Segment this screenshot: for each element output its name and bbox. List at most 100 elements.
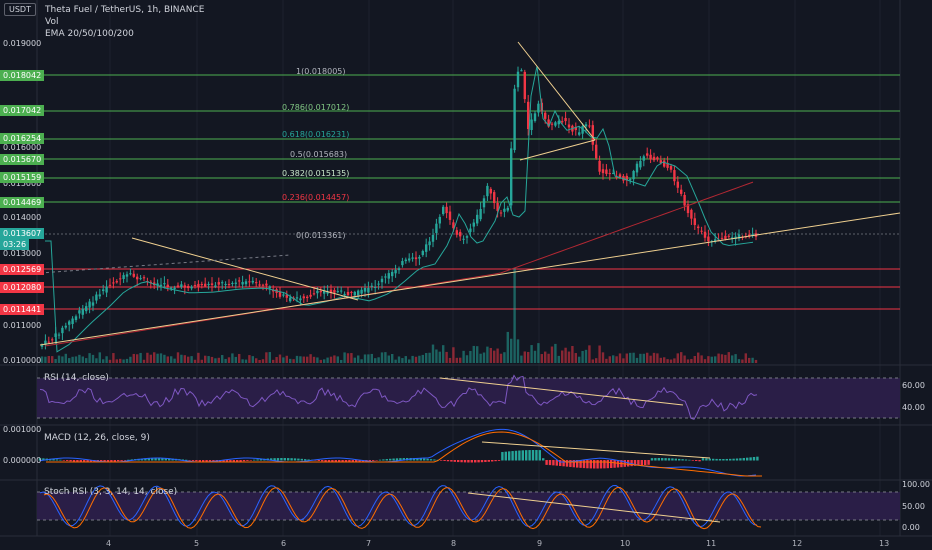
volume-bar (309, 354, 312, 363)
candles (40, 66, 758, 350)
volume-bar (268, 352, 271, 363)
macd-histogram-bar (518, 450, 521, 461)
volume-bar (244, 359, 248, 363)
volume-bar (57, 355, 61, 363)
macd-histogram-bar (681, 459, 684, 461)
macd-histogram-bar (321, 460, 324, 462)
volume-bar (153, 352, 156, 363)
candle-body (404, 259, 407, 262)
candle-body (724, 235, 727, 240)
candle-body (408, 258, 411, 261)
volume-bar (180, 354, 183, 363)
macd-histogram-bar (494, 460, 497, 462)
volume-bar (714, 356, 717, 363)
candle-body (44, 340, 47, 345)
candle-body (136, 276, 139, 280)
candle-body (343, 293, 346, 295)
volume-legend[interactable]: Vol (45, 17, 59, 27)
macd-histogram-bar (259, 459, 263, 461)
macd-histogram-bar (327, 460, 331, 462)
candle-body (391, 271, 394, 277)
candle-body (656, 157, 659, 160)
volume-bar (693, 356, 696, 363)
price-tag: 0.015670 (0, 154, 45, 165)
volume-bar (567, 351, 571, 363)
fib-label: 0.5(0.015683) (290, 150, 348, 159)
candle-body (584, 124, 588, 127)
macd-histogram-bar (225, 460, 229, 463)
macd-histogram-bar (729, 458, 732, 461)
macd-histogram-bar (236, 460, 239, 462)
symbol-title[interactable]: Theta Fuel / TetherUS, 1h, BINANCE (45, 5, 205, 15)
macd-histogram-bar (735, 458, 739, 461)
ema-legend[interactable]: EMA 20/50/100/200 (45, 29, 134, 39)
candle-body (496, 202, 499, 211)
candle-body (183, 285, 186, 288)
candle-body (523, 71, 526, 100)
rsi-legend[interactable]: RSI (14, close) (44, 373, 109, 383)
macd-histogram-bar (242, 460, 246, 462)
price-tag: 0.018042 (0, 70, 45, 81)
volume-bar (68, 358, 71, 363)
candle-body (336, 291, 339, 293)
volume-bar (724, 354, 727, 363)
stoch-legend[interactable]: Stoch RSI (3, 3, 14, 14, close) (44, 487, 178, 497)
volume-bar (601, 352, 605, 363)
macd-histogram-bar (246, 460, 249, 461)
candle-body (479, 208, 482, 220)
volume-bar (323, 359, 326, 363)
volume-bar (595, 358, 598, 363)
volume-bar (204, 355, 207, 363)
volume-bar (214, 358, 217, 363)
candle-body (652, 156, 656, 161)
candle-body (91, 302, 95, 306)
candle-body (465, 236, 469, 238)
volume-bar (697, 352, 700, 363)
macd-histogram-bar (154, 458, 157, 461)
candle-body (618, 174, 622, 178)
candle-body (411, 257, 414, 259)
macd-histogram-bar (382, 459, 385, 461)
macd-histogram-bar (565, 460, 569, 467)
volume-bar (105, 356, 108, 363)
macd-legend[interactable]: MACD (12, 26, close, 9) (44, 433, 150, 443)
volume-bar (289, 358, 292, 363)
currency-badge[interactable]: USDT (4, 3, 36, 16)
volume-bar (537, 343, 540, 363)
macd-histogram-bar (372, 460, 375, 461)
volume-bar (659, 357, 662, 363)
candle-body (737, 234, 741, 239)
trend-lines[interactable] (39, 41, 901, 346)
macd-histogram-bar (276, 458, 280, 461)
volume-bar (302, 356, 305, 363)
macd-histogram-bar (695, 460, 698, 461)
fib-label: 0(0.013361) (296, 231, 346, 240)
macd-histogram-bar (579, 460, 582, 468)
candle-body (340, 290, 343, 292)
volume-bar (343, 352, 346, 363)
volume-bar (170, 356, 173, 363)
macd-histogram-bar (460, 460, 463, 463)
candle-body (561, 121, 564, 123)
volume-bar (523, 351, 526, 363)
candle-body (299, 298, 302, 301)
candle-body (516, 71, 520, 88)
volume-bar (435, 349, 438, 363)
macd-histogram-bar (450, 460, 453, 462)
volume-bar (391, 353, 394, 363)
volume-bar (744, 353, 747, 363)
macd-histogram-bar (453, 460, 456, 462)
candle-body (438, 216, 441, 224)
candle-body (493, 192, 496, 204)
candle-body (489, 188, 492, 194)
candle-body (476, 214, 479, 224)
macd-histogram-bar (151, 458, 154, 461)
volume-bar (635, 357, 639, 363)
candle-body (401, 261, 404, 266)
candle-body (595, 144, 598, 159)
volume-bar (618, 353, 622, 363)
macd-histogram-bar (270, 458, 273, 461)
volume-bar (455, 357, 458, 363)
candle-body (693, 218, 696, 226)
